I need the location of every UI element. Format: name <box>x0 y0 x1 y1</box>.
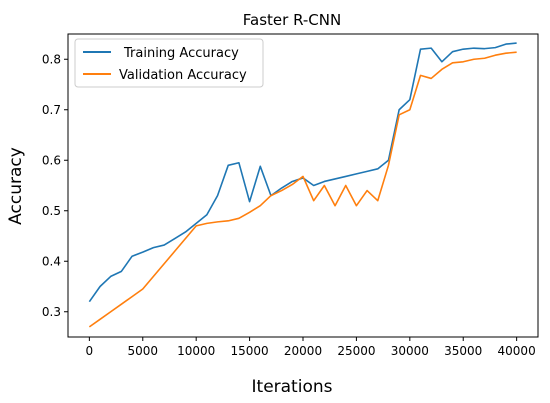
plot-series <box>88 42 517 328</box>
chart-title: Faster R-CNN <box>243 11 341 29</box>
x-axis-label: Iterations <box>252 377 333 397</box>
x-tick-label: 10000 <box>177 344 215 358</box>
x-tick-label: 20000 <box>284 344 322 358</box>
x-tick-label: 0 <box>86 344 94 358</box>
y-tick-label: 0.7 <box>42 103 61 117</box>
x-tick-label: 15000 <box>230 344 268 358</box>
x-axis-ticks: 0 5000 10000 15000 20000 25000 30000 35000 40000 <box>86 337 536 358</box>
legend-box <box>74 38 264 88</box>
y-axis-ticks: 0.3 0.4 0.5 0.6 0.7 0.8 <box>42 52 68 319</box>
x-tick-label: 40000 <box>498 344 536 358</box>
y-tick-label: 0.6 <box>42 153 61 167</box>
y-axis-label: Accuracy <box>6 147 26 225</box>
y-tick-label: 0.4 <box>42 254 61 268</box>
x-tick-label: 35000 <box>444 344 482 358</box>
y-tick-label: 0.5 <box>42 204 61 218</box>
y-tick-label: 0.3 <box>42 305 61 319</box>
legend: Training Accuracy Validation Accuracy <box>74 38 264 88</box>
x-tick-label: 30000 <box>391 344 429 358</box>
series-line-1 <box>88 51 517 328</box>
x-tick-label: 25000 <box>337 344 375 358</box>
legend-label-training: Training Accuracy <box>123 46 239 61</box>
y-tick-label: 0.8 <box>42 52 61 66</box>
x-tick-label: 5000 <box>127 344 158 358</box>
legend-label-validation: Validation Accuracy <box>119 68 247 83</box>
